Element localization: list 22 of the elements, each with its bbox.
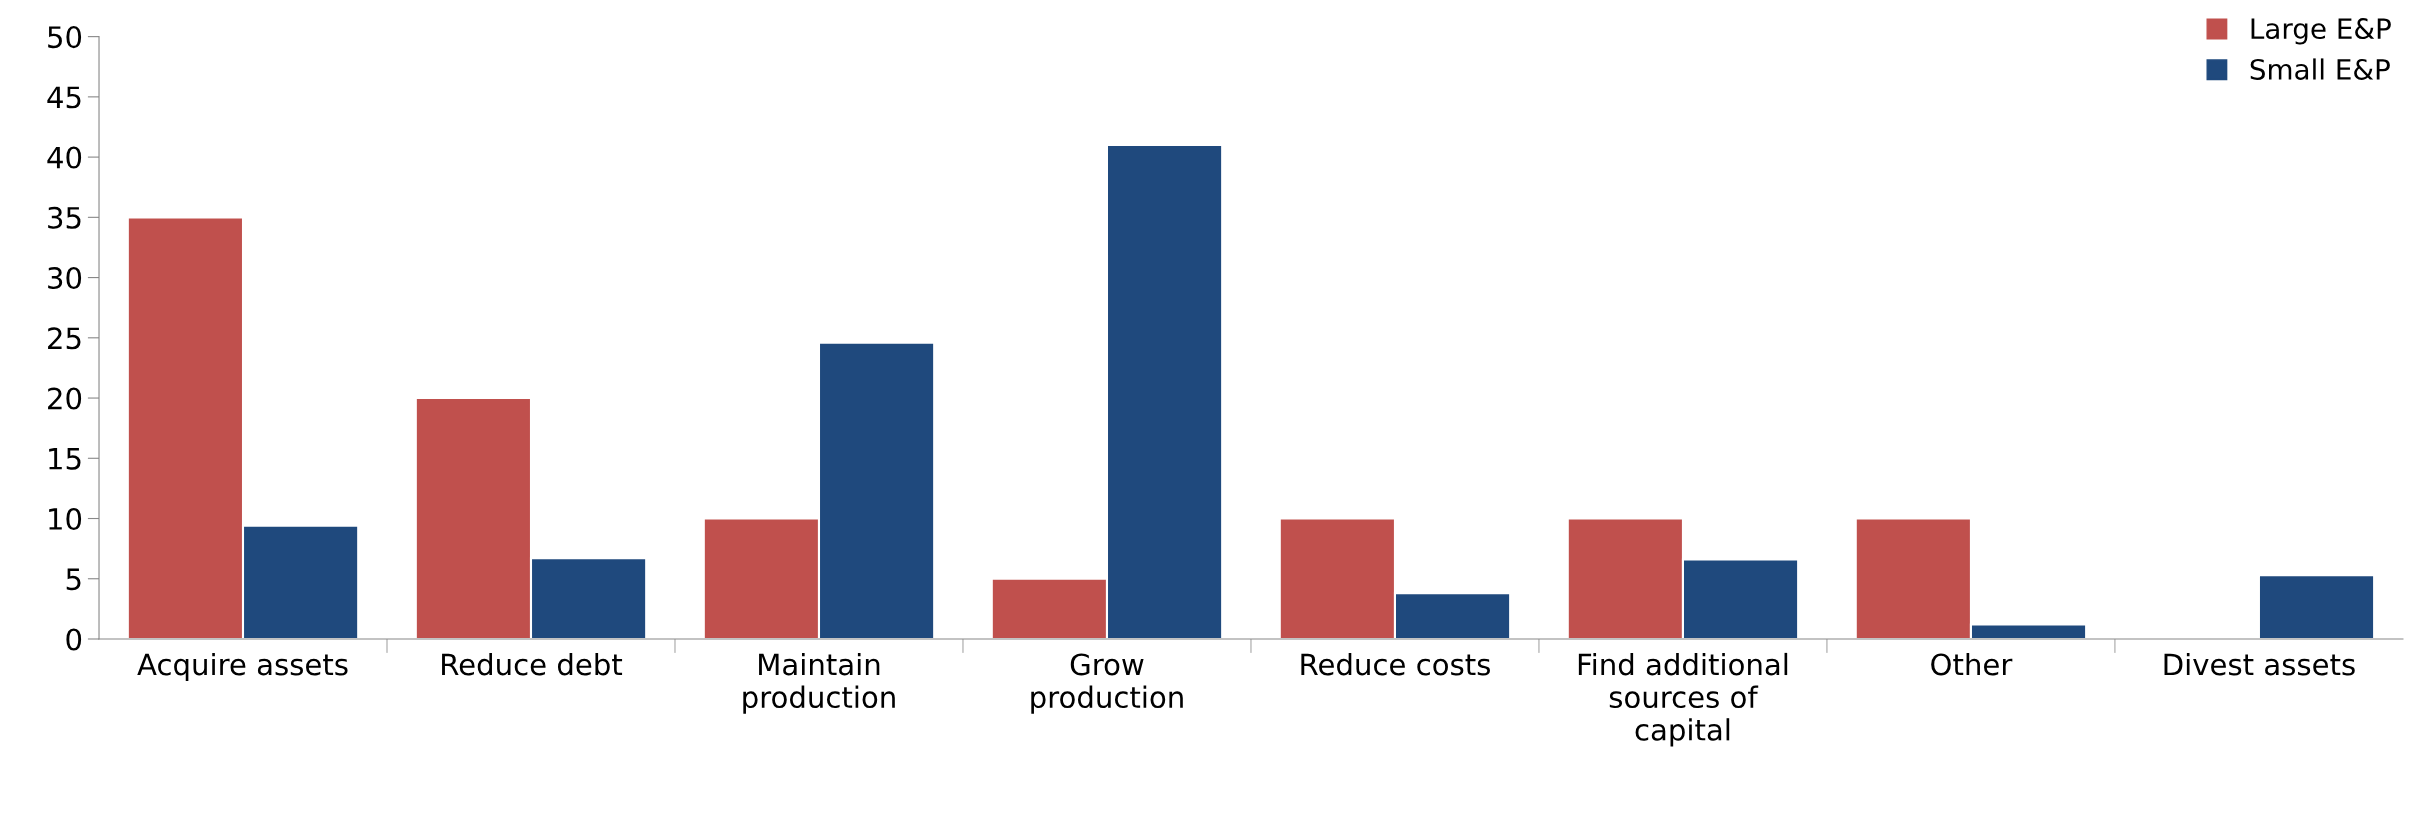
x-tick-label: Maintain production [743,652,895,714]
y-tick-label: 30 [48,267,82,290]
x-tick-label: Divest assets [2164,652,2355,676]
y-tick-label: 50 [48,26,82,49]
x-tick-label: Find additional sources of capital [1578,652,1788,747]
x-tick-label: Reduce costs [1301,652,1490,676]
x-tick-label: Acquire assets [137,652,348,682]
legend-label: Large E&P [2251,18,2391,45]
y-tick-label: 45 [47,86,81,109]
y-tick-label: 0 [66,628,82,651]
x-tick-label: Grow production [1031,653,1183,714]
y-tick-label: 10 [49,507,82,531]
y-tick-label: 5 [66,568,81,591]
y-tick-label: 20 [48,387,82,410]
y-tick-label: 15 [49,448,81,470]
x-tick-label: Reduce debt [442,652,623,676]
y-tick-label: 35 [48,206,81,229]
bar [2257,574,2376,639]
x-tick-label: Other [1931,652,2013,676]
y-tick-label: 25 [48,327,81,350]
y-tick-label: 40 [47,146,82,169]
legend-label: Small E&P [2250,58,2390,80]
